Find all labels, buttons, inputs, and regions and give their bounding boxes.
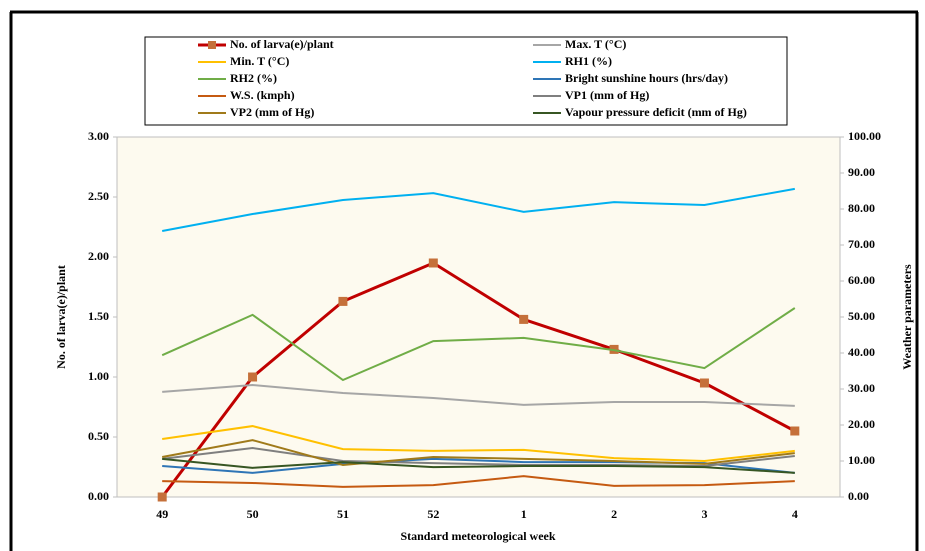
- series-line: [160, 261, 796, 498]
- legend-label: Max. T (°C): [565, 37, 626, 51]
- legend-label: VP1 (mm of Hg): [565, 88, 649, 102]
- point-marker: [699, 378, 709, 388]
- x-tick-label: 49: [156, 507, 168, 521]
- legend-label: VP2 (mm of Hg): [230, 105, 314, 119]
- legend-label: RH1 (%): [565, 54, 612, 68]
- y2-tick-label: 0.00: [848, 489, 869, 503]
- series-line: [162, 384, 795, 407]
- legend-label: RH2 (%): [230, 71, 277, 85]
- x-tick-label: 3: [701, 507, 707, 521]
- y2-tick-label: 50.00: [848, 309, 875, 323]
- legend-box: [144, 36, 788, 126]
- y2-tick-label: 80.00: [848, 201, 875, 215]
- y2-tick-label: 100.00: [848, 129, 881, 143]
- y2-tick-label: 90.00: [848, 165, 875, 179]
- point-marker: [248, 372, 258, 382]
- y-axis-title: No. of larva(e)/plant: [54, 265, 68, 369]
- x-tick-label: 52: [427, 507, 439, 521]
- y2-tick-label: 60.00: [848, 273, 875, 287]
- point-marker: [338, 296, 348, 306]
- x-tick-label: 1: [521, 507, 527, 521]
- y-tick-label: 2.50: [88, 189, 109, 203]
- y2-tick-label: 40.00: [848, 345, 875, 359]
- legend-label: Min. T (°C): [230, 54, 289, 68]
- series-line: [162, 457, 795, 474]
- x-tick-label: 4: [792, 507, 798, 521]
- series-line: [162, 447, 795, 468]
- y-tick-label: 2.00: [88, 249, 109, 263]
- y-tick-label: 1.50: [88, 309, 109, 323]
- legend-label: No. of larva(e)/plant: [230, 37, 334, 51]
- y2-tick-label: 70.00: [848, 237, 875, 251]
- plot-area: [116, 136, 841, 498]
- series-line: [162, 187, 795, 232]
- series-line: [161, 307, 796, 382]
- y2-tick-label: 30.00: [848, 381, 875, 395]
- legend-marker: [208, 41, 216, 49]
- point-marker: [790, 426, 800, 436]
- point-marker: [157, 492, 167, 502]
- legend-label: Bright sunshine hours (hrs/day): [565, 71, 728, 85]
- series-line: [162, 425, 795, 463]
- series-line: [162, 439, 795, 466]
- y2-axis-title: Weather parameters: [900, 264, 914, 370]
- x-tick-label: 2: [611, 507, 617, 521]
- y2-tick-label: 20.00: [848, 417, 875, 431]
- series-line: [162, 475, 795, 488]
- point-marker: [428, 258, 438, 268]
- x-tick-label: 50: [247, 507, 259, 521]
- y-tick-label: 3.00: [88, 129, 109, 143]
- y-tick-label: 0.50: [88, 429, 109, 443]
- legend-label: Vapour pressure deficit (mm of Hg): [565, 105, 747, 119]
- y2-tick-label: 10.00: [848, 453, 875, 467]
- point-marker: [519, 314, 529, 324]
- x-tick-label: 51: [337, 507, 349, 521]
- y-tick-label: 1.00: [88, 369, 109, 383]
- y-tick-label: 0.00: [88, 489, 109, 503]
- x-axis-title: Standard meteorological week: [400, 529, 555, 543]
- legend-label: W.S. (kmph): [230, 88, 295, 102]
